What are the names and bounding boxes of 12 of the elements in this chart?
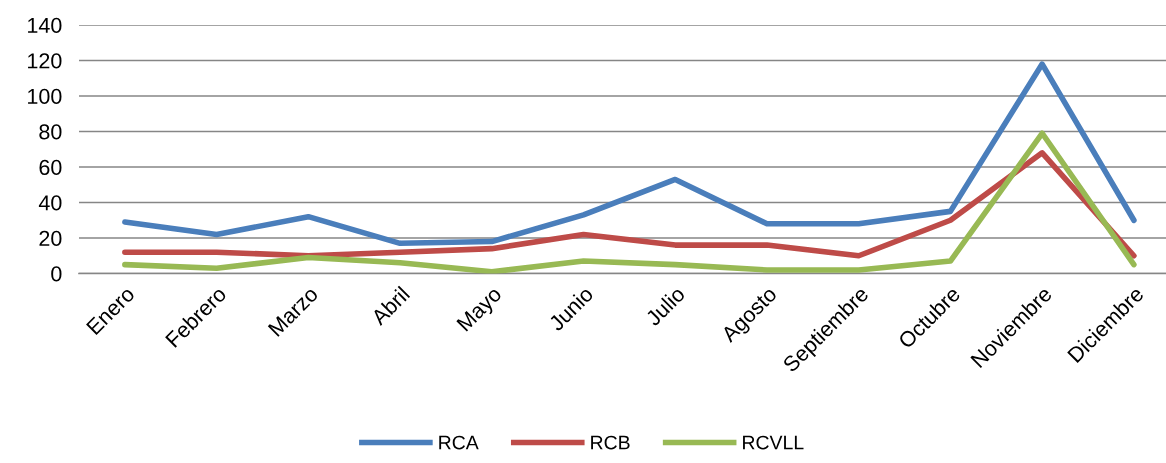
y-tick-label: 40	[38, 195, 62, 211]
x-tick-label: Julio	[644, 285, 686, 327]
legend-label: RCB	[591, 435, 630, 450]
legend-label: RCVLL	[743, 435, 804, 450]
y-tick-label: 120	[28, 53, 62, 69]
y-tick-label: 0	[51, 266, 62, 282]
y-tick-label: 140	[28, 17, 62, 34]
y-tick-label: 60	[39, 159, 62, 176]
y-tick-label: 20	[39, 230, 62, 247]
y-tick-label: 80	[39, 124, 62, 140]
legend-label: RCA	[439, 435, 479, 450]
y-tick-label: 100	[28, 88, 62, 105]
